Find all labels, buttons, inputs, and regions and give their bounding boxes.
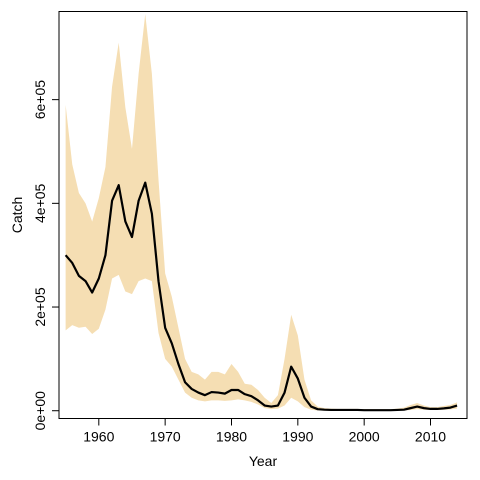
- x-tick-label: 1990: [282, 429, 313, 445]
- catch-line: [64, 181, 458, 412]
- x-axis: 1960 1970 1980 1990 2000 2010: [83, 418, 446, 445]
- y-tick-label: 6e+05: [32, 80, 48, 120]
- y-tick-label: 2e+05: [32, 287, 48, 327]
- y-tick-label: 0e+00: [32, 391, 48, 431]
- y-axis: 0e+00 2e+05 4e+05 6e+05: [32, 80, 59, 431]
- plot-frame: [58, 11, 468, 419]
- y-axis-label: Catch: [9, 197, 25, 234]
- x-axis-label: Year: [249, 453, 278, 469]
- x-tick-label: 1960: [83, 429, 114, 445]
- x-tick-label: 2000: [349, 429, 380, 445]
- x-tick-label: 1980: [216, 429, 247, 445]
- x-tick-label: 1970: [150, 429, 181, 445]
- y-tick-label: 4e+05: [32, 183, 48, 223]
- x-tick-label: 2010: [415, 429, 446, 445]
